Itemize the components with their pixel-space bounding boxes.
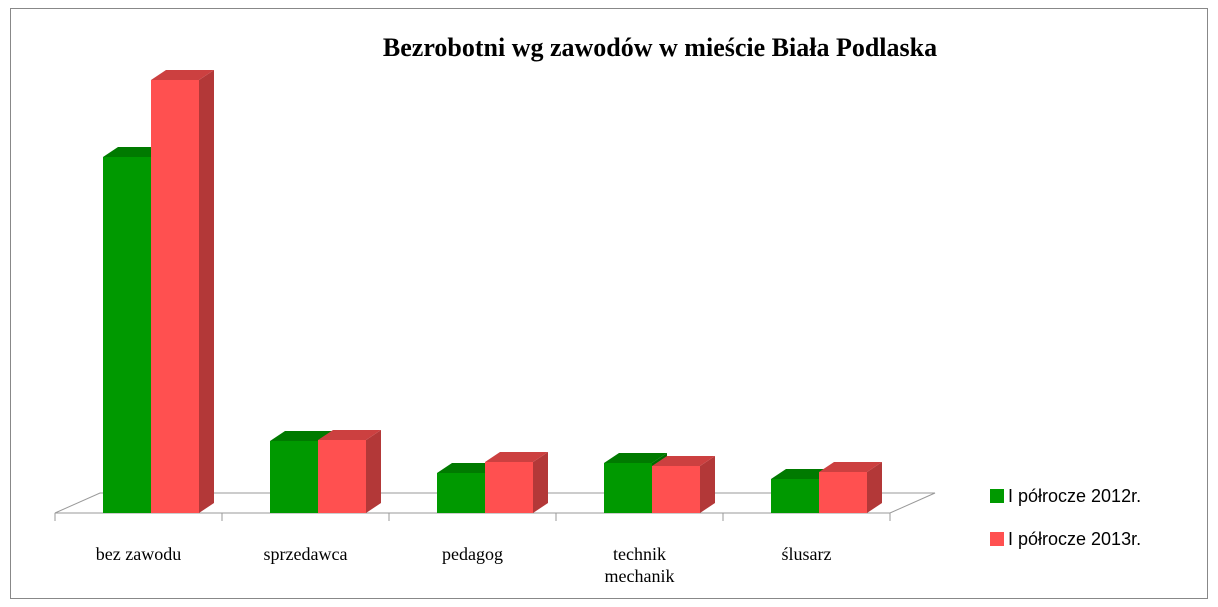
legend-swatch xyxy=(990,489,1004,503)
bar-side xyxy=(199,70,214,513)
bar-side xyxy=(366,430,381,513)
bar xyxy=(437,473,485,513)
chart-title: Bezrobotni wg zawodów w mieście Biała Po… xyxy=(383,33,937,62)
bar xyxy=(604,463,652,513)
x-tick-label: pedagog xyxy=(442,544,503,564)
bar-side xyxy=(700,456,715,513)
bar xyxy=(819,472,867,513)
bar xyxy=(103,157,151,513)
bar-top xyxy=(485,452,548,462)
bar-top xyxy=(270,431,333,441)
bar-top xyxy=(652,456,715,466)
bar xyxy=(270,441,318,513)
x-tick-label: sprzedawca xyxy=(263,544,348,564)
bar-top xyxy=(103,147,166,157)
bar-top xyxy=(819,462,882,472)
bar-top xyxy=(151,70,214,80)
legend-label: I półrocze 2012r. xyxy=(1008,486,1141,506)
bar-side xyxy=(867,462,882,513)
bar-top xyxy=(318,430,381,440)
bar-top xyxy=(437,463,500,473)
bar-top xyxy=(771,469,834,479)
bar xyxy=(771,479,819,513)
bar xyxy=(318,440,366,513)
x-tick-label: technik mechanik xyxy=(604,544,675,586)
bar xyxy=(485,462,533,513)
legend-swatch xyxy=(990,532,1004,546)
bar-side xyxy=(533,452,548,513)
x-tick-label: ślusarz xyxy=(781,544,832,564)
bar-top xyxy=(604,453,667,463)
bar xyxy=(652,466,700,513)
bar xyxy=(151,80,199,513)
legend-label: I półrocze 2013r. xyxy=(1008,529,1141,549)
x-tick-label: bez zawodu xyxy=(95,544,182,564)
